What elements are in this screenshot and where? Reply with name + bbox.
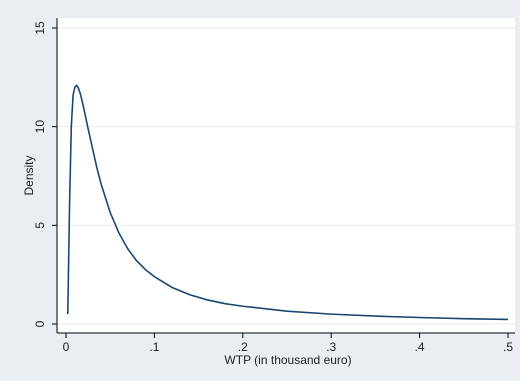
x-tick-label: 0 bbox=[63, 340, 70, 354]
x-tick-label: .4 bbox=[415, 340, 425, 354]
plot-area bbox=[57, 18, 515, 333]
y-tick-label: 5 bbox=[33, 222, 47, 229]
x-axis-label: WTP (in thousand euro) bbox=[224, 353, 351, 367]
y-tick-label: 10 bbox=[33, 120, 47, 134]
y-axis-ticks: 0 5 10 15 bbox=[33, 21, 57, 327]
x-tick-label: .1 bbox=[149, 340, 159, 354]
x-tick-label: .3 bbox=[326, 340, 336, 354]
x-tick-label: .5 bbox=[503, 340, 513, 354]
gridlines bbox=[57, 27, 515, 325]
y-tick-label: 0 bbox=[33, 320, 47, 327]
x-tick-label: .2 bbox=[238, 340, 248, 354]
density-curve bbox=[66, 84, 509, 321]
y-axis-label: Density bbox=[22, 155, 36, 195]
y-tick-label: 15 bbox=[33, 21, 47, 35]
x-axis-ticks: 0 .1 .2 .3 .4 .5 bbox=[63, 333, 513, 354]
